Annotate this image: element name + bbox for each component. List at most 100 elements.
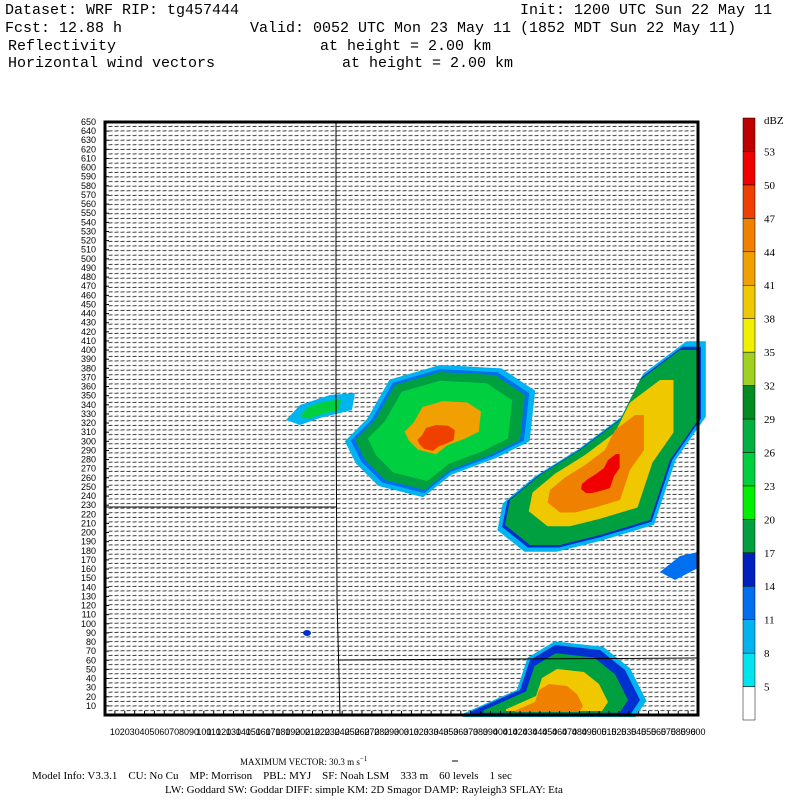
y-tick-label: 280 [81, 455, 96, 465]
y-tick-label: 360 [81, 382, 96, 392]
y-tick-label: 350 [81, 391, 96, 401]
y-tick-label: 140 [81, 582, 96, 592]
y-tick-label: 440 [81, 309, 96, 319]
x-tick-label: 490 [582, 727, 597, 737]
y-tick-label: 460 [81, 290, 96, 300]
colorbar-label: 29 [764, 414, 776, 426]
x-tick-label: 150 [246, 727, 261, 737]
x-tick-label: 120 [216, 727, 231, 737]
x-tick-label: 290 [384, 727, 399, 737]
x-tick-label: 190 [285, 727, 300, 737]
colorbar-swatch [742, 619, 756, 654]
x-tick-label: 500 [592, 727, 607, 737]
x-tick-label: 270 [364, 727, 379, 737]
y-tick-label: 420 [81, 327, 96, 337]
colorbar-swatch [742, 184, 756, 219]
y-tick-label: 520 [81, 236, 96, 246]
y-tick-label: 110 [82, 610, 96, 620]
x-tick-label: 280 [374, 727, 389, 737]
colorbar-swatch [742, 318, 756, 353]
x-tick-label: 100 [196, 727, 211, 737]
reflectivity [286, 341, 706, 717]
x-tick-label: 430 [522, 727, 537, 737]
y-tick-label: 590 [81, 172, 96, 182]
x-tick-label: 400 [493, 727, 508, 737]
header: Dataset: WRF RIP: tg457444 Init: 1200 UT… [5, 2, 772, 72]
x-tick-label: 360 [453, 727, 468, 737]
y-tick-label: 320 [81, 418, 96, 428]
x-tick-label: 60 [159, 727, 169, 737]
field: Reflectivity [8, 38, 116, 55]
colorbar-swatch [742, 686, 756, 721]
x-tick-label: 210 [305, 727, 320, 737]
colorbar-label: 47 [764, 213, 776, 225]
x-tick-label: 240 [335, 727, 350, 737]
field-height: at height = 2.00 km [320, 38, 491, 55]
y-tick-label: 340 [81, 400, 96, 410]
max-vector: MAXIMUM VECTOR: 30.3 m s−1 [240, 755, 368, 767]
colorbar-swatch [742, 151, 756, 186]
colorbar-label: 53 [764, 146, 776, 158]
x-tick-label: 330 [424, 727, 439, 737]
y-tick-label: 450 [81, 299, 96, 309]
x-tick-label: 20 [120, 727, 130, 737]
colorbar-label: 41 [764, 280, 775, 292]
y-tick-label: 290 [81, 445, 96, 455]
y-tick-label: 390 [81, 354, 96, 364]
dataset: Dataset: WRF RIP: tg457444 [5, 2, 239, 19]
x-tick-label: 420 [513, 727, 528, 737]
x-tick-label: 110 [207, 727, 221, 737]
y-tick-label: 370 [81, 372, 96, 382]
y-tick-label: 60 [86, 655, 96, 665]
x-tick-label: 50 [149, 727, 159, 737]
x-tick-label: 600 [690, 727, 705, 737]
field: Horizontal wind vectors [8, 55, 215, 72]
field-height: at height = 2.00 km [342, 55, 513, 72]
x-tick-label: 550 [641, 727, 656, 737]
x-tick-label: 180 [275, 727, 290, 737]
colorbar-swatch [742, 351, 756, 386]
y-tick-label: 600 [81, 163, 96, 173]
colorbar-label: 44 [764, 247, 776, 259]
x-tick-label: 480 [572, 727, 587, 737]
x-tick-label: 370 [463, 727, 478, 737]
y-tick-label: 210 [81, 518, 96, 528]
y-tick-label: 560 [81, 199, 96, 209]
y-tick-label: 130 [81, 591, 96, 601]
model-info: Model Info: V3.3.1 CU: No Cu MP: Morriso… [32, 770, 512, 782]
colorbar-label: 11 [764, 615, 775, 627]
x-tick-label: 350 [443, 727, 458, 737]
colorbar-label: 17 [764, 548, 776, 560]
colorbar-swatch [742, 418, 756, 453]
x-tick-label: 140 [236, 727, 251, 737]
colorbar-label: 38 [764, 314, 776, 326]
colorbar-swatch [742, 519, 756, 554]
y-tick-label: 90 [86, 628, 96, 638]
colorbar-label: 5 [764, 682, 770, 694]
colorbar-swatch [742, 652, 756, 687]
x-tick-label: 40 [140, 727, 150, 737]
x-tick-label: 390 [483, 727, 498, 737]
colorbar-swatch [742, 585, 756, 620]
x-tick-label: 520 [611, 727, 626, 737]
colorbar-label: 14 [764, 581, 776, 593]
y-tick-label: 410 [81, 336, 96, 346]
fcst: Fcst: 12.88 h [5, 20, 122, 37]
x-tick-label: 410 [503, 727, 518, 737]
y-tick-label: 180 [81, 546, 96, 556]
x-tick-label: 560 [651, 727, 666, 737]
y-tick-label: 550 [81, 208, 96, 218]
y-tick-label: 380 [81, 363, 96, 373]
colorbar-swatch [742, 117, 756, 152]
y-tick-label: 120 [81, 601, 96, 611]
y-tick-label: 100 [81, 619, 96, 629]
x-tick-label: 80 [179, 727, 189, 737]
x-tick-label: 170 [266, 727, 281, 737]
x-tick-label: 320 [414, 727, 429, 737]
y-tick-label: 610 [81, 153, 96, 163]
y-tick-label: 620 [81, 144, 96, 154]
y-tick-label: 80 [86, 637, 96, 647]
y-tick-label: 50 [86, 664, 96, 674]
colorbar-swatch [742, 485, 756, 520]
